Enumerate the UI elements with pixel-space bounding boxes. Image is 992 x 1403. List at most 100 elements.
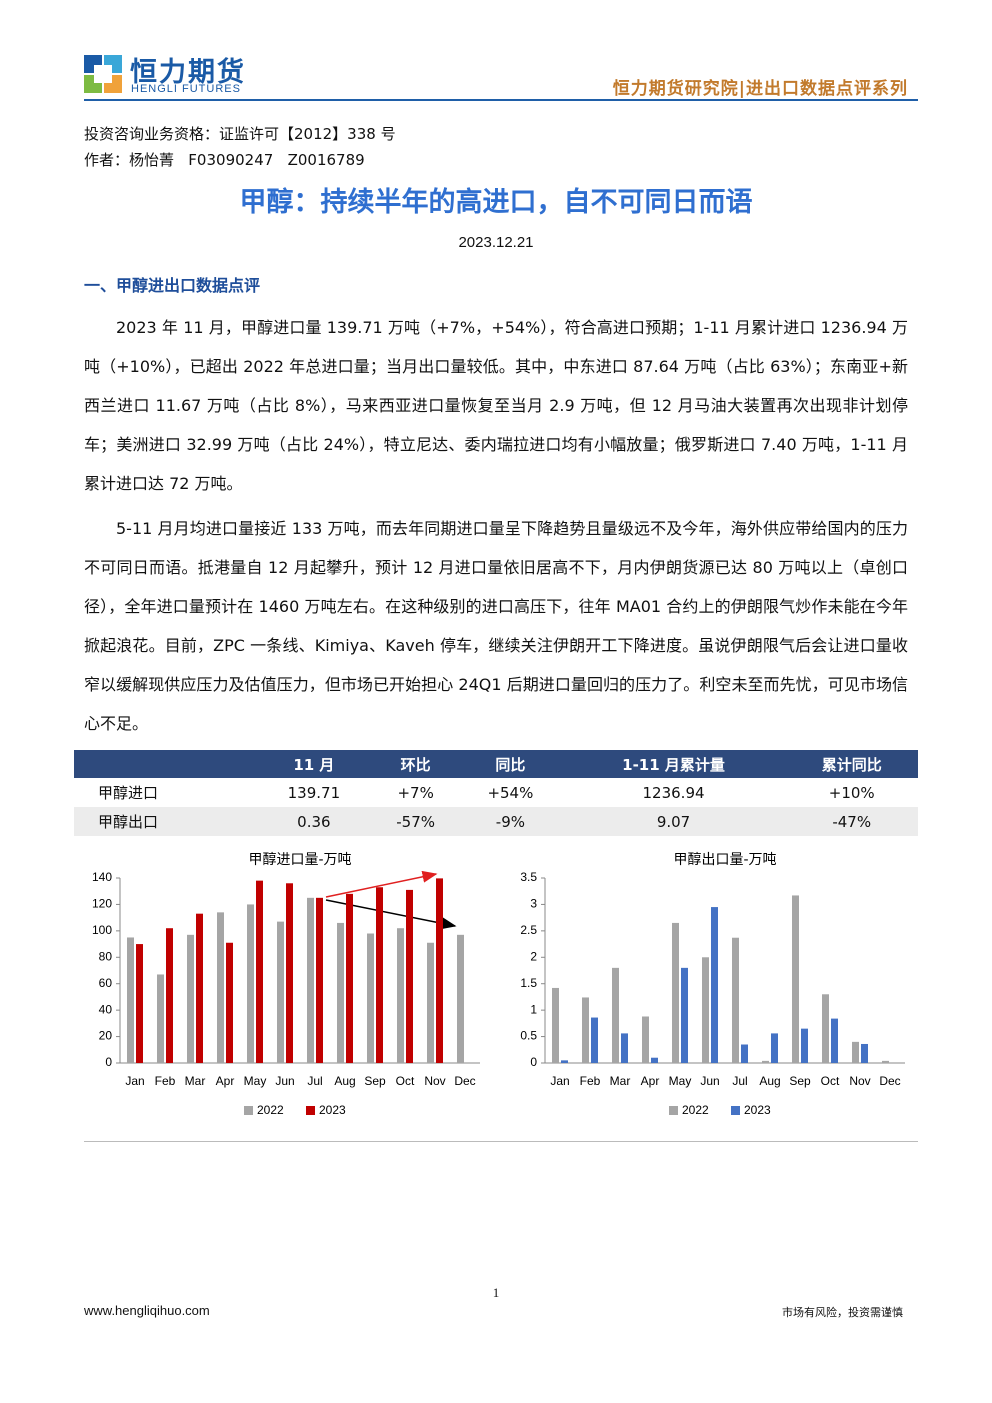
logo-subtext: HENGLI FUTURES (131, 83, 241, 95)
website: www.hengliqihuo.com (84, 1303, 210, 1318)
bar (166, 928, 173, 1063)
table-row: 甲醇出口 0.36 -57% -9% 9.07 -47% (74, 807, 918, 836)
y-tick-label: 0.5 (520, 1029, 537, 1043)
x-tick-label: Aug (759, 1074, 780, 1088)
bar (621, 1033, 628, 1063)
y-tick-label: 40 (99, 1002, 113, 1016)
x-tick-label: Jun (275, 1074, 294, 1088)
bar (337, 922, 344, 1063)
bar (316, 897, 323, 1063)
x-tick-label: Aug (334, 1074, 355, 1088)
legend-swatch (731, 1106, 740, 1115)
y-tick-label: 3 (530, 897, 537, 911)
cell: +7% (397, 783, 434, 802)
bar (792, 895, 799, 1063)
x-tick-label: Dec (879, 1074, 900, 1088)
cell: -47% (785, 807, 918, 836)
bar (457, 934, 464, 1063)
x-tick-label: Jul (307, 1074, 322, 1088)
legend-label: 2023 (319, 1103, 346, 1117)
y-tick-label: 2 (530, 949, 537, 963)
bar (852, 1041, 859, 1063)
legend-label: 2023 (744, 1103, 771, 1117)
section-heading: 一、甲醇进出口数据点评 (84, 276, 261, 295)
bar (127, 937, 134, 1063)
x-tick-label: Nov (424, 1074, 445, 1088)
x-tick-label: Jan (125, 1074, 144, 1088)
y-tick-label: 1.5 (520, 976, 537, 990)
x-tick-label: Feb (155, 1074, 176, 1088)
legend-label: 2022 (257, 1103, 284, 1117)
logo-icon (84, 55, 122, 93)
y-tick-label: 0 (530, 1055, 537, 1069)
bar (406, 889, 413, 1063)
y-tick-label: 20 (99, 1029, 113, 1043)
bar (307, 897, 314, 1063)
logo-text: 恒力期货 (130, 57, 246, 88)
row-label: 甲醇进口 (98, 784, 159, 802)
y-tick-label: 1 (530, 1002, 537, 1016)
legend-label: 2022 (682, 1103, 709, 1117)
x-tick-label: May (244, 1074, 267, 1088)
x-tick-label: Apr (641, 1074, 660, 1088)
bar (552, 987, 559, 1063)
footer-rule (84, 1141, 918, 1142)
bar (187, 934, 194, 1063)
header-cell (74, 750, 256, 778)
bar (247, 904, 254, 1063)
row-label: 甲醇出口 (74, 807, 256, 836)
trend-arrow (325, 899, 457, 930)
bar (642, 1016, 649, 1063)
bar (397, 928, 404, 1063)
page-number: 1 (492, 1285, 500, 1300)
bar (741, 1044, 748, 1063)
paragraph: 2023 年 11 月，甲醇进口量 139.71 万吨（+7%，+54%），符合… (84, 318, 908, 493)
cell: 9.07 (561, 807, 786, 836)
bar (367, 933, 374, 1063)
cell: -57% (372, 807, 460, 836)
bar (346, 893, 353, 1063)
bar (681, 967, 688, 1063)
bar (286, 883, 293, 1063)
cell: 0.36 (255, 807, 373, 836)
bar (582, 997, 589, 1063)
bar (427, 942, 434, 1063)
cell: +10% (828, 783, 875, 802)
bar (226, 942, 233, 1063)
header-cell: 累计同比 (785, 750, 918, 778)
legend-swatch (306, 1106, 315, 1115)
chart-title: 甲醇出口量-万吨 (673, 851, 776, 868)
header-cell: 环比 (372, 750, 460, 778)
document-title: 甲醇：持续半年的高进口，自不可同日而语 (239, 187, 753, 218)
bar (157, 974, 164, 1063)
x-tick-label: May (669, 1074, 692, 1088)
y-tick-label: 0 (105, 1055, 112, 1069)
bar (822, 994, 829, 1063)
x-tick-label: Oct (821, 1074, 840, 1088)
chart-title: 甲醇进口量-万吨 (248, 851, 351, 868)
y-tick-label: 3.5 (520, 870, 537, 884)
data-table: 11 月 环比 同比 1-11 月累计量 累计同比 甲醇进口 139.71 +7… (74, 750, 918, 836)
trend-arrow (325, 870, 438, 898)
y-tick-label: 60 (99, 976, 113, 990)
bar (256, 880, 263, 1063)
bar (612, 967, 619, 1063)
bar (672, 922, 679, 1063)
x-tick-label: Jan (550, 1074, 569, 1088)
bar (702, 957, 709, 1063)
y-tick-label: 140 (92, 870, 112, 884)
y-tick-label: 80 (99, 949, 113, 963)
x-tick-label: Jul (732, 1074, 747, 1088)
bar (711, 907, 718, 1063)
cell: -9% (459, 807, 562, 836)
y-tick-label: 120 (92, 897, 112, 911)
bar (882, 1060, 889, 1063)
author: 作者：杨怡菁 F03090247 Z0016789 (84, 151, 365, 169)
table-header: 11 月 环比 同比 1-11 月累计量 累计同比 (74, 750, 918, 778)
date: 2023.12.21 (458, 234, 534, 251)
x-tick-label: Sep (364, 1074, 386, 1088)
cell: 139.71 (287, 783, 341, 802)
qualification: 投资咨询业务资格：证监许可【2012】338 号 (84, 125, 396, 143)
bar (561, 1060, 568, 1063)
bar (436, 878, 443, 1063)
